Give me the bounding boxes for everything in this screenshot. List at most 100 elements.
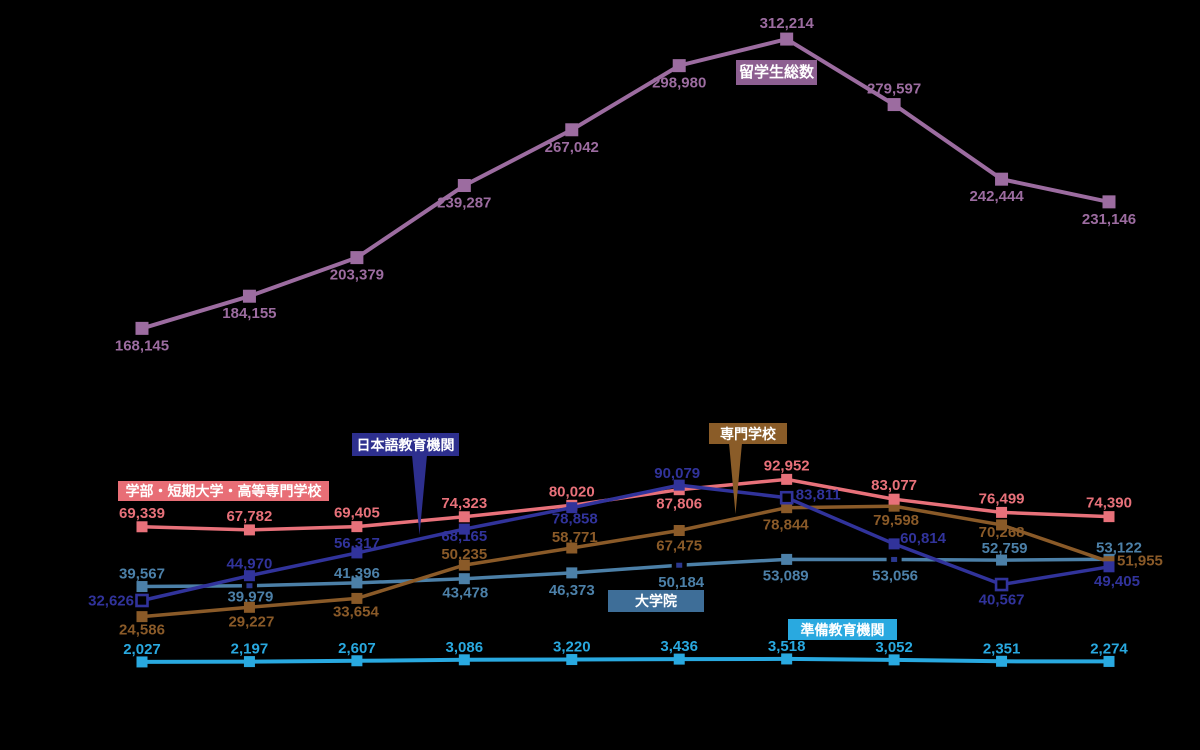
data-point-total	[1102, 195, 1116, 209]
data-point-gakubu	[888, 493, 900, 505]
data-point-total	[672, 59, 686, 73]
data-point-gakubu	[996, 506, 1008, 518]
data-point-nihongo	[458, 523, 470, 535]
value-label-nihongo: 44,970	[226, 556, 272, 573]
data-point-total	[242, 289, 256, 303]
series-line-daigakuin	[141, 557, 1110, 589]
value-label-total: 239,287	[437, 195, 491, 212]
data-point-total	[350, 251, 364, 265]
value-label-junbi: 3,052	[875, 639, 913, 656]
series-callout-junbi: 準備教育機関	[788, 619, 897, 640]
data-point-nihongo	[1103, 561, 1115, 573]
value-label-total: 168,145	[115, 337, 169, 354]
data-point-senmon	[673, 525, 685, 537]
value-label-total: 184,155	[222, 305, 276, 322]
value-label-gakubu: 74,390	[1086, 495, 1132, 512]
value-label-nihongo: 68,165	[441, 528, 487, 545]
data-point-total	[135, 321, 149, 335]
series-callout-gakubu-label: 学部・短期大学・高等専門学校	[125, 483, 322, 499]
value-label-senmon: 79,598	[873, 512, 919, 529]
value-label-junbi: 2,274	[1090, 640, 1128, 657]
value-label-gakubu: 67,782	[226, 508, 272, 525]
series-callout-total: 留学生総数	[736, 60, 817, 85]
series-callout-nihongo: 日本語教育機関	[352, 433, 459, 456]
data-point-senmon	[996, 519, 1008, 531]
value-label-nihongo: 90,079	[654, 465, 700, 482]
data-point-senmon	[888, 500, 900, 512]
value-label-senmon: 67,475	[656, 538, 702, 555]
data-point-total	[565, 123, 579, 137]
value-label-gakubu: 74,323	[441, 495, 487, 512]
value-label-senmon: 58,771	[552, 529, 598, 546]
data-point-nihongo	[566, 502, 578, 514]
data-point-daigakuin	[781, 553, 793, 565]
value-label-nihongo: 78,858	[552, 511, 598, 528]
value-label-gakubu: 69,339	[119, 505, 165, 522]
value-label-daigakuin: 53,089	[763, 567, 809, 584]
data-point-total	[995, 172, 1009, 186]
series-callout-junbi-label: 準備教育機関	[800, 621, 885, 638]
data-point-open-nihongo	[135, 593, 149, 608]
series-callout-total-label: 留学生総数	[738, 64, 814, 81]
data-point-dash-daigakuin	[891, 556, 898, 562]
value-label-nihongo: 49,405	[1094, 573, 1140, 590]
value-label-daigakuin: 52,759	[982, 540, 1028, 557]
value-label-total: 242,444	[969, 188, 1024, 205]
value-label-gakubu: 83,077	[871, 477, 917, 494]
data-point-junbi	[781, 653, 793, 665]
value-label-junbi: 3,518	[768, 638, 806, 655]
value-label-junbi: 3,220	[553, 639, 591, 656]
callout-pointer-senmon	[729, 443, 742, 514]
data-point-gakubu	[458, 511, 470, 523]
data-point-junbi	[888, 654, 900, 666]
value-label-nihongo: 32,626	[88, 593, 134, 610]
data-point-dash-daigakuin	[246, 583, 253, 589]
data-point-gakubu	[351, 521, 363, 533]
data-point-daigakuin	[136, 581, 148, 593]
data-point-daigakuin	[458, 573, 470, 585]
data-point-total	[887, 98, 901, 112]
data-point-junbi	[351, 655, 363, 667]
value-label-daigakuin: 53,122	[1096, 539, 1142, 556]
value-label-senmon: 29,227	[228, 613, 274, 630]
data-point-junbi	[1103, 655, 1115, 667]
data-point-open-nihongo	[994, 577, 1009, 592]
data-point-gakubu	[1103, 511, 1115, 523]
value-label-total: 267,042	[545, 139, 599, 156]
data-point-senmon	[136, 611, 148, 623]
value-label-total: 279,597	[867, 81, 921, 98]
data-point-senmon	[243, 601, 255, 613]
value-label-gakubu: 80,020	[549, 483, 595, 500]
series-callout-nihongo-label: 日本語教育機関	[356, 436, 455, 453]
value-label-daigakuin: 43,478	[442, 585, 488, 602]
value-label-gakubu: 92,952	[764, 457, 810, 474]
data-point-total	[457, 179, 471, 193]
value-label-daigakuin: 39,979	[227, 589, 273, 606]
value-label-total: 231,146	[1082, 211, 1136, 228]
series-callout-senmon-label: 専門学校	[720, 425, 776, 442]
data-point-open-nihongo	[779, 490, 794, 505]
value-label-senmon: 24,586	[119, 622, 165, 639]
value-label-senmon: 50,235	[441, 546, 487, 563]
value-label-daigakuin: 39,567	[119, 566, 165, 583]
data-point-nihongo	[673, 479, 685, 491]
data-point-senmon	[458, 559, 470, 571]
data-point-daigakuin	[566, 567, 578, 579]
data-point-daigakuin	[996, 554, 1008, 566]
data-point-junbi	[566, 654, 578, 666]
series-line-nihongo	[141, 483, 1110, 603]
value-label-total: 312,214	[760, 15, 815, 32]
value-label-daigakuin: 41,396	[334, 565, 380, 582]
data-point-senmon	[566, 542, 578, 554]
data-point-junbi	[458, 654, 470, 666]
value-label-daigakuin: 53,056	[872, 568, 918, 585]
value-label-senmon: 78,844	[763, 517, 810, 534]
data-point-gakubu	[781, 473, 793, 485]
series-line-junbi	[141, 656, 1110, 664]
value-label-nihongo: 60,814	[900, 530, 947, 547]
value-label-senmon: 33,654	[333, 603, 380, 620]
value-label-senmon: 70,268	[979, 524, 1025, 541]
data-point-junbi	[996, 655, 1008, 667]
